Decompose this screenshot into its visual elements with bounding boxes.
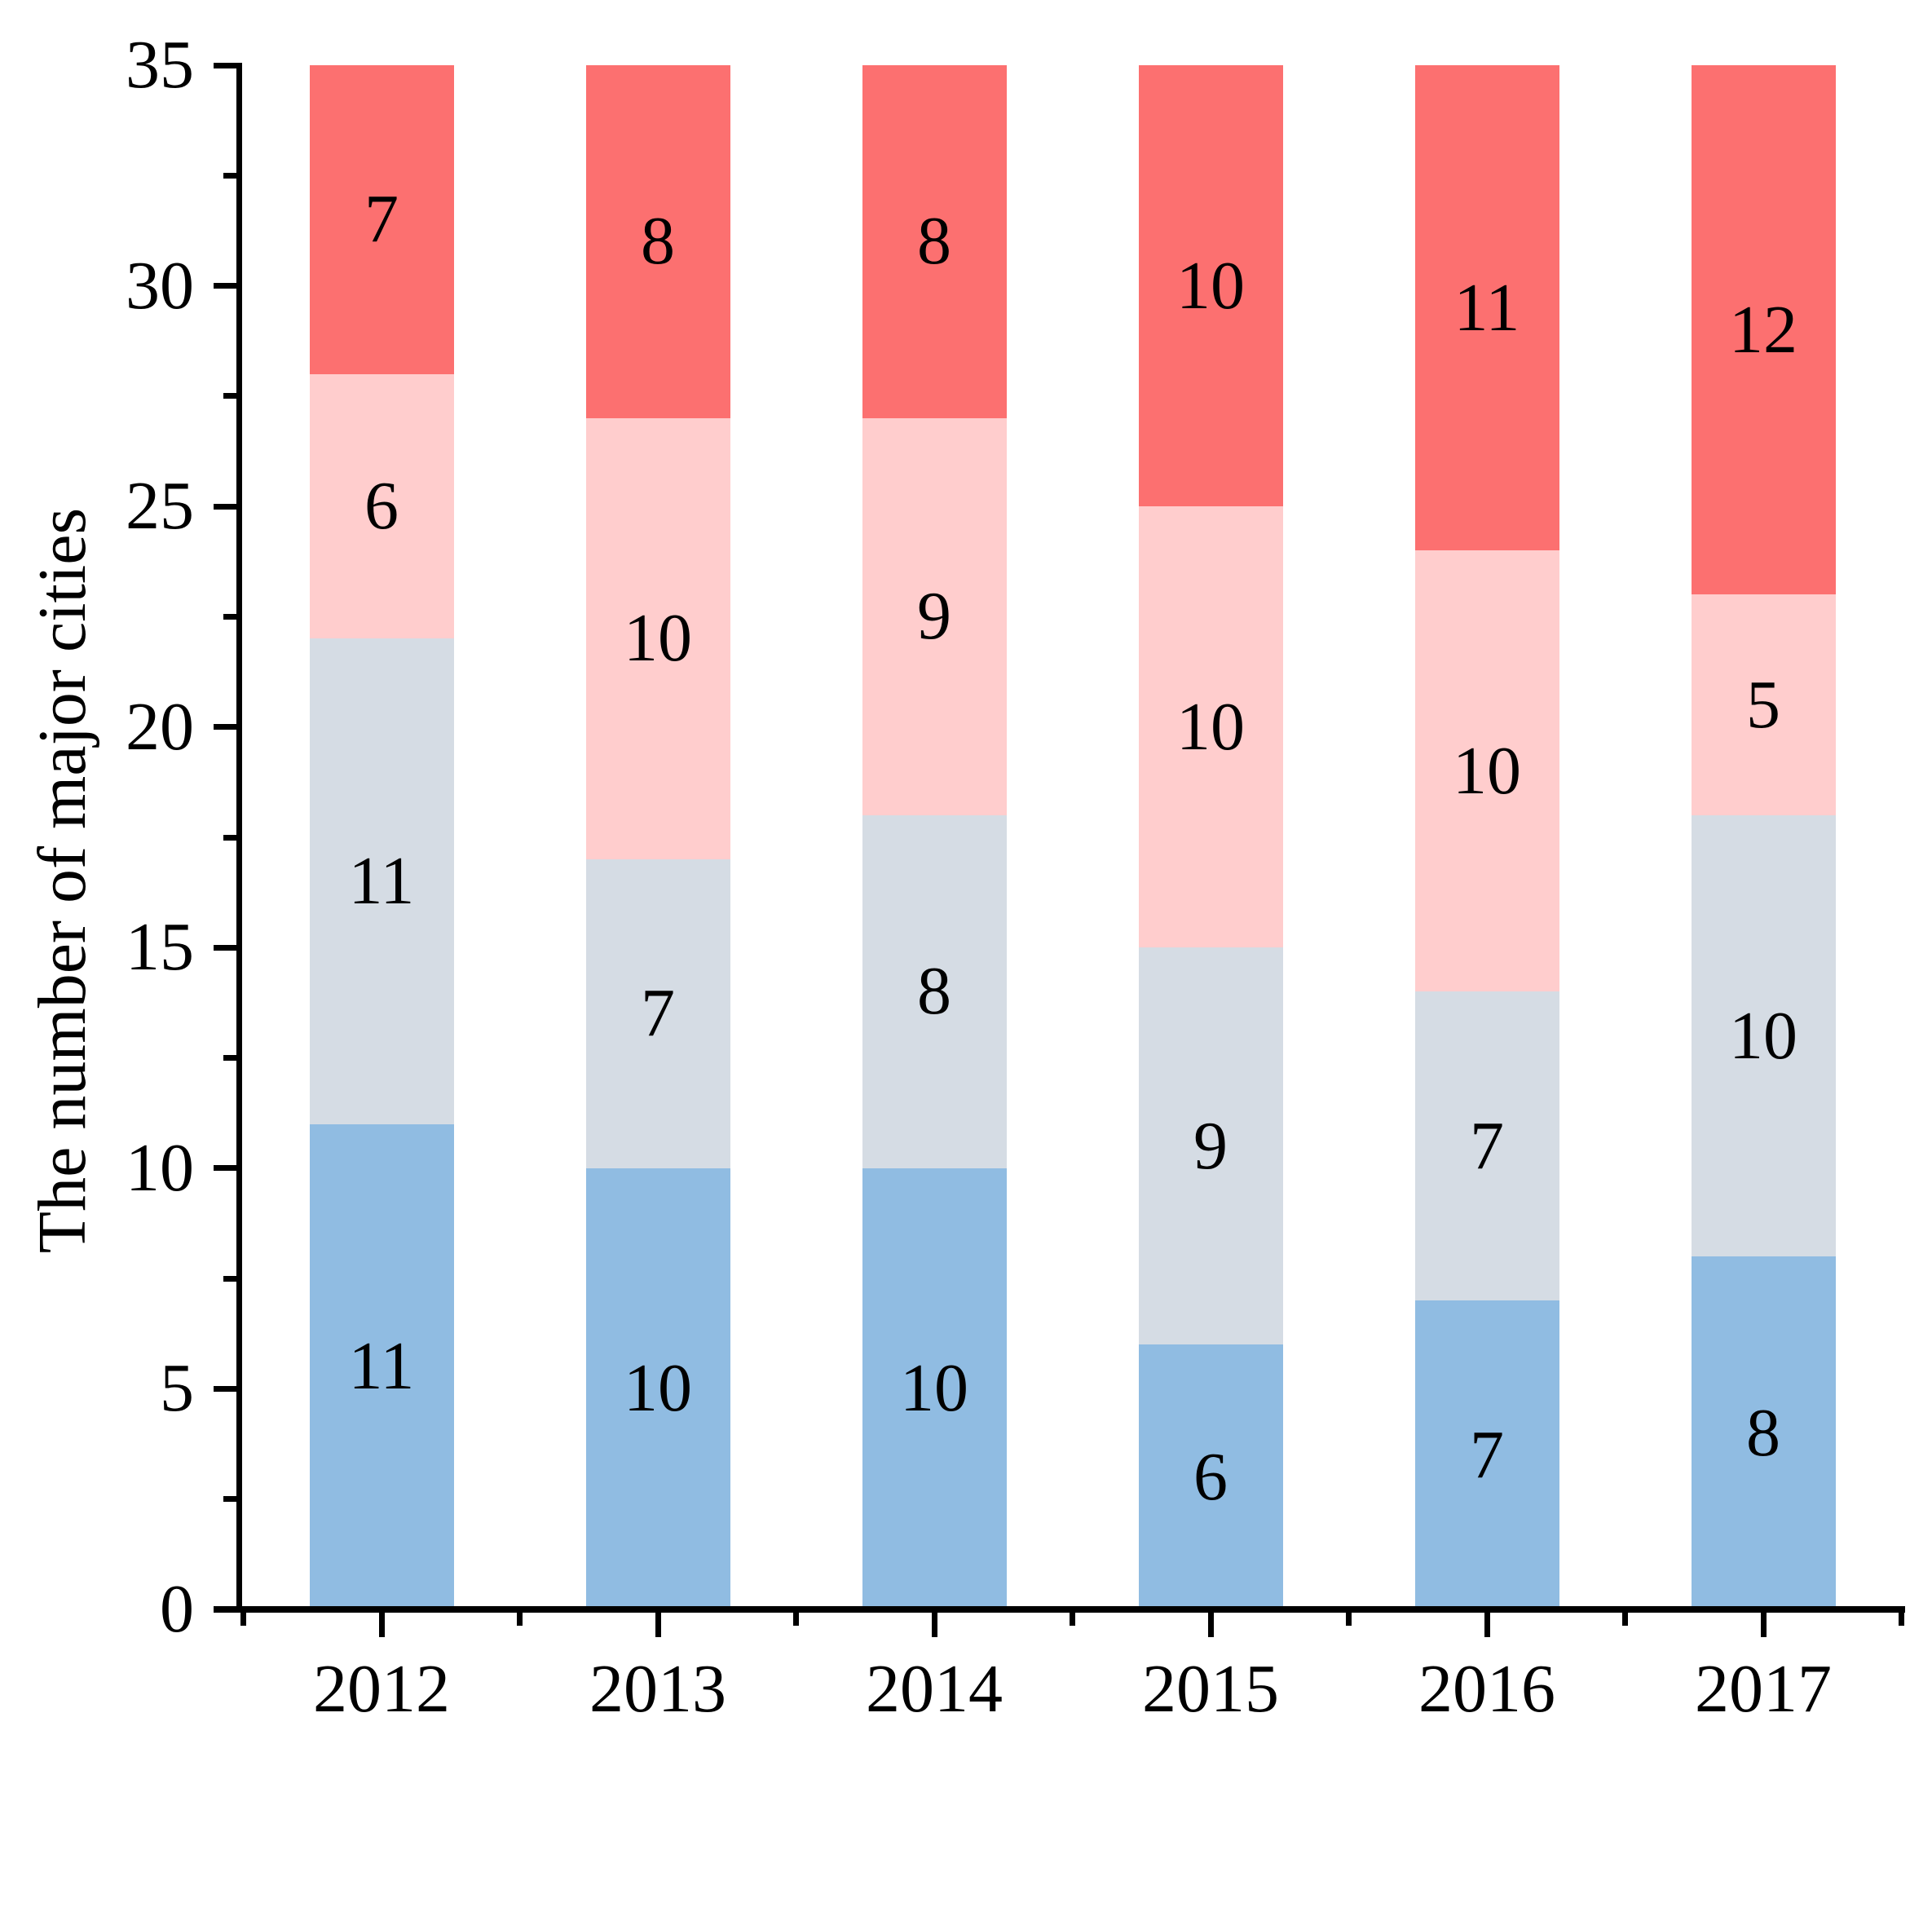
bar-value-label-A1-2012: 7 (364, 181, 399, 258)
y-minor-tick (223, 613, 236, 620)
y-tick-label: 5 (160, 1350, 194, 1427)
bar-value-label-A2-2015: 10 (1176, 688, 1245, 765)
bar-value-label-A3-2017: 10 (1729, 997, 1797, 1074)
bar-value-label-A4-2016: 7 (1470, 1416, 1504, 1493)
x-major-tick (931, 1613, 937, 1637)
bar-value-label-A3-2015: 9 (1193, 1107, 1228, 1184)
x-minor-tick (1070, 1613, 1075, 1626)
x-tick-label-2014: 2014 (866, 1651, 1003, 1727)
bar-value-label-A4-2014: 10 (900, 1350, 968, 1427)
y-minor-tick (223, 1055, 236, 1062)
bar-value-label-A3-2012: 11 (348, 843, 415, 920)
x-minor-tick (1622, 1613, 1628, 1626)
y-major-tick (214, 1606, 236, 1613)
bar-segment-A3-2016 (1414, 991, 1559, 1301)
y-minor-tick (223, 1496, 236, 1503)
bar-value-label-A3-2014: 8 (917, 953, 951, 1030)
bar-segment-A4-2014 (862, 1168, 1007, 1609)
x-major-tick (1760, 1613, 1767, 1637)
bar-segment-A4-2012 (309, 1123, 454, 1609)
bar-segment-A3-2013 (585, 859, 730, 1168)
bar-segment-A4-2017 (1691, 1256, 1836, 1609)
bar-segment-A2-2014 (862, 417, 1007, 815)
y-major-tick (214, 724, 236, 731)
y-tick-label: 25 (126, 468, 194, 545)
y-axis-line (236, 63, 242, 1613)
y-tick-label: 0 (160, 1571, 194, 1647)
bar-segment-A1-2014 (862, 65, 1007, 418)
bar-value-label-A2-2012: 6 (364, 468, 399, 545)
y-tick-label: 20 (126, 688, 194, 765)
x-tick-label-2016: 2016 (1418, 1651, 1555, 1727)
bar-value-label-A4-2012: 11 (348, 1328, 415, 1405)
x-major-tick (1207, 1613, 1214, 1637)
y-tick-label: 10 (126, 1129, 194, 1206)
bar-segment-A4-2016 (1414, 1300, 1559, 1609)
bar-value-label-A3-2013: 7 (641, 975, 675, 1052)
bar-segment-A4-2015 (1138, 1344, 1283, 1609)
bar-value-label-A1-2017: 12 (1729, 291, 1797, 368)
bar-segment-A3-2012 (309, 638, 454, 1124)
bar-segment-A2-2012 (309, 373, 454, 639)
bar-value-label-A4-2017: 8 (1746, 1394, 1780, 1471)
bar-segment-A1-2016 (1414, 65, 1559, 551)
y-major-tick (214, 503, 236, 510)
bar-value-label-A2-2016: 10 (1453, 732, 1521, 809)
bar-value-label-A3-2016: 7 (1470, 1107, 1504, 1184)
bar-segment-A2-2013 (585, 417, 730, 860)
y-minor-tick (223, 393, 236, 399)
y-tick-label: 15 (126, 909, 194, 986)
x-minor-tick (517, 1613, 523, 1626)
bar-segment-A3-2015 (1138, 947, 1283, 1345)
legend: A1A2A3A4 (0, 1745, 1932, 1907)
y-minor-tick (223, 172, 236, 179)
y-major-tick (214, 1165, 236, 1172)
bar-segment-A2-2017 (1691, 594, 1836, 815)
x-axis-line (214, 1606, 1905, 1613)
bar-value-label-A1-2013: 8 (641, 203, 675, 280)
y-major-tick (214, 62, 236, 68)
bar-segment-A1-2017 (1691, 65, 1836, 595)
bar-segment-A3-2014 (862, 814, 1007, 1168)
bar-value-label-A1-2016: 11 (1453, 269, 1520, 346)
x-minor-tick (240, 1613, 246, 1626)
bar-segment-A4-2013 (585, 1168, 730, 1609)
bar-segment-A1-2013 (585, 65, 730, 418)
bar-segment-A2-2015 (1138, 506, 1283, 948)
x-minor-tick (793, 1613, 799, 1626)
x-major-tick (655, 1613, 661, 1637)
bar-segment-A1-2012 (309, 65, 454, 374)
y-major-tick (214, 283, 236, 289)
x-major-tick (378, 1613, 385, 1637)
bar-value-label-A2-2013: 10 (624, 600, 692, 677)
bar-segment-A1-2015 (1138, 65, 1283, 507)
bar-segment-A2-2016 (1414, 550, 1559, 992)
x-major-tick (1484, 1613, 1490, 1637)
y-major-tick (214, 944, 236, 951)
x-tick-label-2013: 2013 (589, 1651, 726, 1727)
bar-value-label-A4-2013: 10 (624, 1350, 692, 1427)
bar-value-label-A1-2014: 8 (917, 203, 951, 280)
x-tick-label-2017: 2017 (1695, 1651, 1832, 1727)
bar-value-label-A4-2015: 6 (1193, 1438, 1228, 1515)
y-major-tick (214, 1385, 236, 1392)
y-tick-label: 30 (126, 247, 194, 324)
x-tick-label-2012: 2012 (313, 1651, 450, 1727)
y-minor-tick (223, 1275, 236, 1282)
y-minor-tick (223, 834, 236, 841)
x-tick-label-2015: 2015 (1142, 1651, 1279, 1727)
bar-segment-A3-2017 (1691, 814, 1836, 1257)
bar-value-label-A1-2015: 10 (1176, 247, 1245, 324)
bar-value-label-A2-2017: 5 (1746, 666, 1780, 743)
x-minor-tick (1346, 1613, 1352, 1626)
bar-value-label-A2-2014: 9 (917, 578, 951, 655)
x-minor-tick (1899, 1613, 1904, 1626)
y-tick-label: 35 (126, 27, 194, 103)
